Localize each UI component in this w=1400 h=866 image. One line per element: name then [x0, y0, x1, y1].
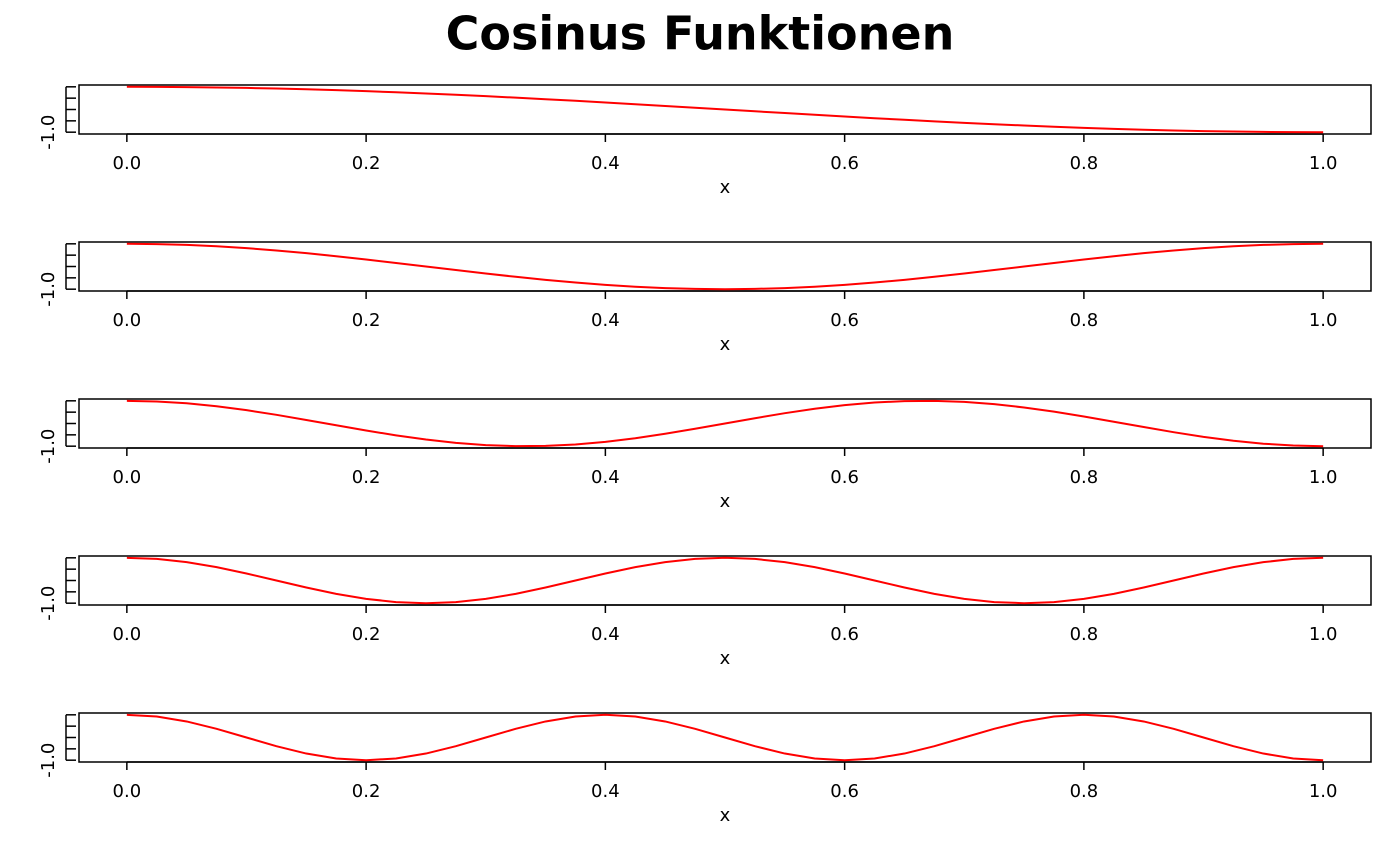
- x-axis-label: x: [720, 491, 731, 512]
- line-series: [126, 556, 1324, 605]
- x-tick-label: 0.0: [113, 624, 142, 645]
- x-tick-label: 0.2: [352, 310, 381, 331]
- x-tick-label: 0.4: [591, 153, 620, 174]
- x-tick-label: 0.6: [830, 781, 859, 802]
- y-tick-label: -1.0: [38, 272, 59, 307]
- x-tick-label: 0.2: [352, 153, 381, 174]
- line-series: [126, 399, 1324, 448]
- x-tick-label: 0.0: [113, 153, 142, 174]
- x-tick-label: 0.8: [1070, 624, 1099, 645]
- x-tick-label: 0.8: [1070, 467, 1099, 488]
- line-series: [126, 242, 1324, 291]
- x-axis-label: x: [720, 177, 731, 198]
- x-tick-label: 0.6: [830, 153, 859, 174]
- x-tick-label: 0.8: [1070, 781, 1099, 802]
- y-tick-label: -1.0: [38, 743, 59, 778]
- x-tick-label: 0.2: [352, 467, 381, 488]
- line-series: [126, 85, 1324, 134]
- x-tick-label: 0.8: [1070, 153, 1099, 174]
- chart-title: Cosinus Funktionen: [446, 7, 955, 61]
- x-tick-label: 0.4: [591, 781, 620, 802]
- x-tick-label: 0.4: [591, 624, 620, 645]
- x-tick-label: 1.0: [1309, 624, 1338, 645]
- x-tick-label: 0.8: [1070, 310, 1099, 331]
- x-axis-label: x: [720, 334, 731, 355]
- y-tick-label: -1.0: [38, 586, 59, 621]
- x-tick-label: 0.0: [113, 781, 142, 802]
- line-series: [126, 713, 1324, 762]
- x-tick-label: 1.0: [1309, 153, 1338, 174]
- x-tick-label: 0.2: [352, 624, 381, 645]
- x-tick-label: 0.4: [591, 310, 620, 331]
- y-tick-label: -1.0: [38, 115, 59, 150]
- x-tick-label: 1.0: [1309, 467, 1338, 488]
- x-tick-label: 0.6: [830, 467, 859, 488]
- x-tick-label: 0.6: [830, 624, 859, 645]
- x-tick-label: 0.2: [352, 781, 381, 802]
- x-axis-label: x: [720, 805, 731, 826]
- x-tick-label: 0.6: [830, 310, 859, 331]
- y-tick-label: -1.0: [38, 429, 59, 464]
- x-tick-label: 0.4: [591, 467, 620, 488]
- x-tick-label: 1.0: [1309, 781, 1338, 802]
- x-tick-label: 0.0: [113, 467, 142, 488]
- x-tick-label: 0.0: [113, 310, 142, 331]
- x-tick-label: 1.0: [1309, 310, 1338, 331]
- x-axis-label: x: [720, 648, 731, 669]
